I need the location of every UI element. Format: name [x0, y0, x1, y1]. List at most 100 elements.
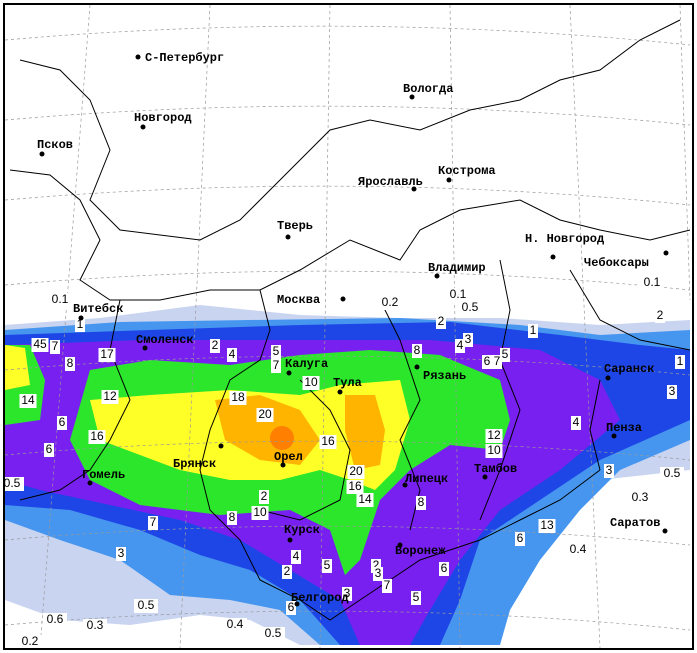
city-label: Москва: [277, 293, 320, 307]
contour-label: 0.3: [87, 618, 104, 632]
contour-label-box: [261, 627, 285, 641]
contour-label: 6: [46, 442, 53, 456]
city-label: Брянск: [173, 457, 216, 471]
contour-label: 13: [540, 518, 554, 532]
contour-label-box: [455, 339, 465, 353]
city-label: Саратов: [610, 516, 660, 530]
city-label: Смоленск: [136, 333, 194, 347]
city-label: Владимир: [428, 261, 486, 275]
contour-label: 17: [100, 347, 114, 361]
contour-label-box: [229, 391, 247, 405]
contour-label: 10: [253, 505, 267, 519]
contour-label-box: [256, 408, 274, 422]
contour-label-box: [655, 309, 665, 323]
contour-label-box: [492, 355, 502, 369]
contour-label: 2: [284, 564, 291, 578]
city-dot: [434, 273, 440, 279]
contour-label: 0.5: [462, 300, 479, 314]
contour-label-box: [411, 591, 421, 605]
contour-label: 5: [413, 590, 420, 604]
city-label: Калуга: [285, 357, 328, 371]
contour-label: 0.1: [52, 292, 69, 306]
city-dot: [142, 345, 148, 351]
city-label: Чебоксары: [584, 255, 649, 270]
contour-label-box: [347, 465, 365, 479]
contour-label: 3: [344, 586, 351, 600]
contour-label: 8: [229, 510, 236, 524]
contour-label: 16: [348, 479, 362, 493]
contour-label-box: [65, 357, 75, 371]
city-label: Тамбов: [474, 461, 517, 476]
contour-label-box: [515, 532, 525, 546]
contour-label: 0.5: [4, 476, 21, 490]
city-label: Саранск: [604, 362, 654, 376]
contour-label: 3: [465, 332, 472, 346]
contour-label: 12: [487, 428, 501, 442]
contour-label-box: [223, 618, 247, 632]
contour-label: 0.1: [644, 275, 661, 289]
contour-label-box: [291, 550, 301, 564]
cities: С-Петербург Вологда Новгород Псков Кострома Я…: [37, 50, 669, 607]
contour-label-box: [660, 467, 684, 481]
city-dot: [611, 433, 617, 439]
city-label: Вологда: [403, 82, 453, 96]
contour-label: 5: [502, 347, 509, 361]
city-label: Курск: [284, 523, 320, 537]
contour-label-box: [373, 567, 383, 581]
city-label: Тула: [333, 376, 362, 390]
contour-label: 6: [288, 600, 295, 614]
city-dot: [663, 250, 669, 256]
city-label: Н. Новгород: [525, 232, 604, 246]
city-dot: [446, 177, 452, 183]
contour-label-box: [134, 599, 158, 613]
contour-label: 6: [441, 561, 448, 575]
contour-label-box: [458, 301, 482, 315]
contour-label-box: [75, 318, 85, 332]
contour-label-box: [88, 430, 106, 444]
contour-label: 1: [77, 317, 84, 331]
contour-label: 1: [677, 354, 684, 368]
contour-label: 0.5: [265, 626, 282, 640]
contour-label-box: [378, 296, 402, 310]
contour-label: 7: [273, 358, 280, 372]
contour-label-box: [416, 496, 426, 510]
contour-label: 16: [90, 429, 104, 443]
city-label: Пенза: [606, 421, 642, 435]
city-label: Орел: [274, 450, 303, 464]
contour-label-box: [342, 587, 352, 601]
contour-label-box: [322, 559, 332, 573]
contour-label-box: [227, 511, 237, 525]
city-label: Ярославль: [358, 175, 423, 189]
contour-label: 0.5: [138, 598, 155, 612]
contour-label: 7: [150, 515, 157, 529]
contour-label: 10: [304, 375, 318, 389]
contour-label: 0.6: [47, 612, 64, 626]
contour-label-box: [571, 416, 581, 430]
contour-label: 0.3: [632, 490, 649, 504]
city-dot: [294, 601, 300, 607]
contour-label: 14: [21, 393, 35, 407]
contour-label: 7: [52, 339, 59, 353]
city-dot: [550, 254, 556, 260]
contour-label-box: [412, 344, 422, 358]
contour-label-box: [346, 480, 364, 494]
contour-label: 4: [573, 415, 580, 429]
city-label: Кострома: [438, 164, 496, 178]
contour-label: 0.4: [570, 542, 587, 556]
city-label: Воронеж: [395, 544, 446, 558]
contour-label: 0.1: [450, 287, 467, 301]
city-dot: [397, 542, 403, 548]
contour-label-box: [463, 333, 473, 347]
city-dot: [218, 443, 224, 449]
contour-label: 0.2: [22, 634, 39, 648]
contour-label-box: [500, 348, 510, 362]
contour-label: 2: [657, 308, 664, 322]
contour-label-box: [356, 493, 374, 507]
contour-label: 8: [67, 356, 74, 370]
city-dot: [135, 54, 141, 60]
city-dot: [662, 528, 668, 534]
contour-label: 6: [517, 531, 524, 545]
contour-label-box: [675, 355, 685, 369]
contour-label: 18: [231, 390, 245, 404]
contour-label-box: [282, 565, 292, 579]
